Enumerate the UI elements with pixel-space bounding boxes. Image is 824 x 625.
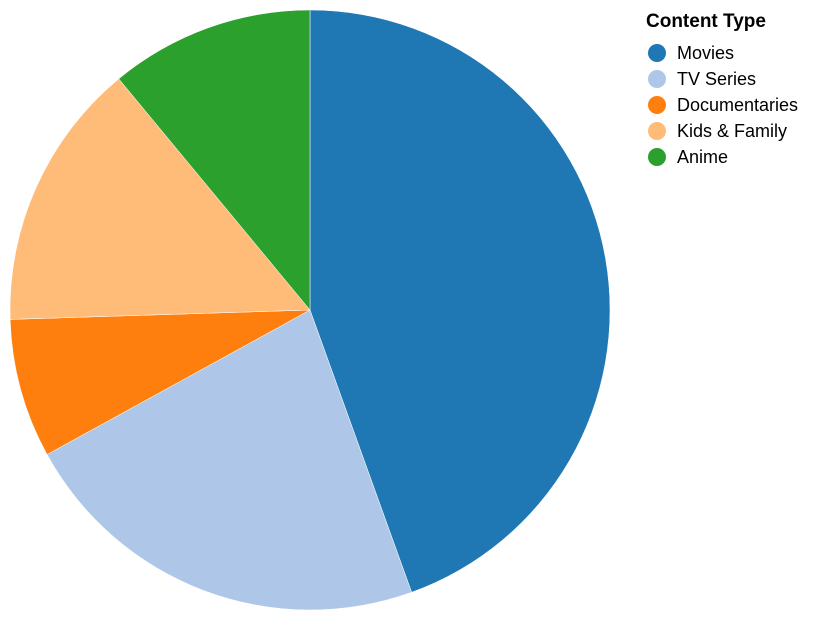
legend-swatch-tv-series	[648, 70, 666, 88]
legend-label-kids-and-family: Kids & Family	[677, 121, 787, 141]
legend-swatch-movies	[648, 44, 666, 62]
legend-label-movies: Movies	[677, 43, 734, 63]
legend-label-tv-series: TV Series	[677, 69, 756, 89]
legend: Content Type Movies TV Series Documentarie…	[646, 11, 798, 167]
legend-label-anime: Anime	[677, 147, 728, 167]
legend-item-anime: Anime	[648, 147, 728, 167]
pie-slice-movies	[309, 9, 611, 593]
legend-item-tv-series: TV Series	[648, 69, 756, 89]
legend-label-documentaries: Documentaries	[677, 95, 798, 115]
pie-slice-tv-series	[46, 309, 412, 611]
legend-item-documentaries: Documentaries	[648, 95, 798, 115]
legend-swatch-anime	[648, 148, 666, 166]
pie-slice-kids-and-family	[9, 78, 311, 320]
legend-title: Content Type	[646, 11, 766, 32]
legend-item-movies: Movies	[648, 43, 734, 63]
pie-slices	[9, 9, 611, 611]
legend-swatch-documentaries	[648, 96, 666, 114]
legend-item-kids-and-family: Kids & Family	[648, 121, 787, 141]
legend-swatch-kids-and-family	[648, 122, 666, 140]
legend-items: Movies TV Series Documentaries Kids & Famil…	[648, 43, 798, 167]
pie-slice-anime	[118, 9, 311, 311]
pie-slice-documentaries	[9, 309, 311, 455]
